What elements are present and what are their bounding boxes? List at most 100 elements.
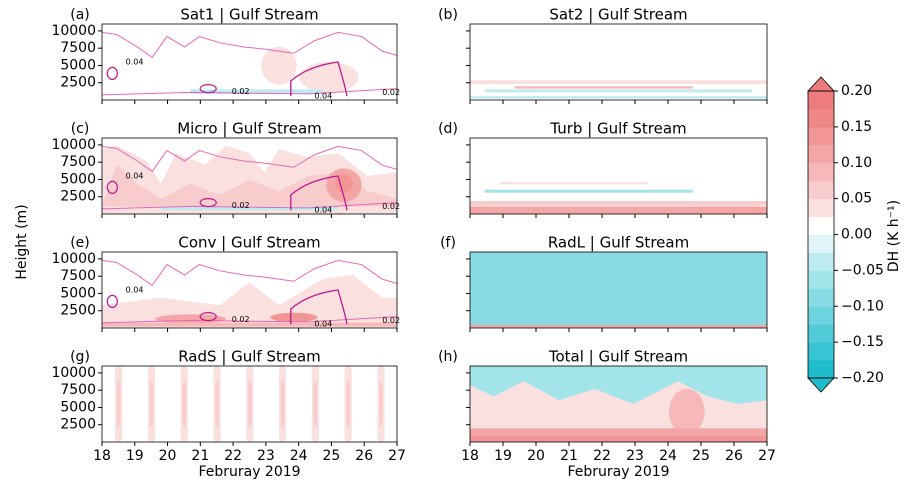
contour-label: 0.02 — [382, 316, 400, 325]
x-tick-label: 27 — [758, 448, 776, 464]
y-tick-label: 2500 — [60, 189, 96, 205]
x-tick-label: 26 — [355, 448, 373, 464]
colorbar-band — [808, 91, 834, 110]
panel-title: Turb | Gulf Stream — [549, 120, 686, 138]
panel-title: Sat1 | Gulf Stream — [180, 6, 318, 24]
contour-line — [290, 61, 348, 97]
field — [470, 252, 767, 328]
colorbar-extend — [807, 76, 835, 92]
colorbar-band — [808, 162, 834, 182]
panel-label: (f) — [440, 235, 456, 251]
colorbar-band — [808, 306, 834, 325]
y-tick-label: 5000 — [60, 399, 96, 415]
colorbar-band — [808, 360, 834, 379]
field-area — [102, 274, 397, 328]
panel-title: Total | Gulf Stream — [548, 348, 688, 366]
y-tick-label: 7500 — [60, 382, 96, 398]
colorbar-tick-label: 0.20 — [841, 83, 872, 99]
field-area — [470, 201, 767, 206]
axes-frame — [101, 137, 398, 215]
x-tick-label: 20 — [159, 448, 177, 464]
contour-label: 0.02 — [382, 202, 400, 211]
y-tick-label: 7500 — [60, 40, 96, 56]
contour-label: 0.02 — [382, 88, 400, 97]
x-tick-label: 22 — [593, 448, 611, 464]
y-tick-label: 2500 — [60, 417, 96, 433]
x-tick-label: 21 — [191, 448, 209, 464]
contour-label: 0.04 — [314, 206, 332, 215]
colorbar-band — [808, 144, 834, 164]
colorbar-extend — [807, 377, 835, 393]
field — [102, 31, 397, 97]
contour-label: 0.04 — [126, 286, 144, 295]
y-tick-label: 5000 — [60, 171, 96, 187]
field-area — [313, 381, 318, 427]
field-area — [668, 388, 705, 435]
contour-label: 0.02 — [232, 201, 250, 210]
field — [470, 182, 767, 214]
field-area — [117, 381, 121, 427]
x-tick-label: 19 — [126, 448, 144, 464]
field — [470, 80, 767, 99]
contour-line — [102, 316, 397, 324]
colorbar-band — [808, 270, 834, 289]
y-tick-label: 10000 — [51, 137, 96, 153]
field-area — [514, 86, 693, 89]
y-tick-label: 10000 — [51, 23, 96, 39]
field — [102, 145, 397, 214]
field-area — [270, 312, 318, 322]
contour-line — [102, 88, 397, 96]
y-tick-label: 10000 — [51, 365, 96, 381]
y-tick-label: 2500 — [60, 303, 96, 319]
y-tick-label: 7500 — [60, 268, 96, 284]
panel: Turb | Gulf Stream (d) — [438, 120, 768, 218]
panel-label: (c) — [71, 121, 90, 137]
colorbar-label: DH (K h⁻¹) — [886, 200, 902, 272]
field-area — [470, 206, 767, 214]
contour-line — [102, 202, 397, 210]
contour-line — [106, 66, 118, 81]
panel-title: RadL | Gulf Stream — [548, 234, 689, 252]
x-tick-label: 21 — [560, 448, 578, 464]
field-area — [248, 381, 252, 427]
colorbar-band — [808, 126, 834, 146]
colorbar-band — [808, 342, 834, 361]
field-area — [161, 206, 338, 211]
axes-frame — [101, 251, 398, 329]
x-tick-label: 24 — [290, 448, 308, 464]
colorbar-band — [808, 288, 834, 307]
panel: RadL | Gulf Stream (f) — [440, 234, 768, 332]
contour-label: 0.04 — [126, 172, 144, 181]
field-area — [379, 381, 383, 427]
panel-title: RadS | Gulf Stream — [178, 348, 321, 366]
panel-title: Conv | Gulf Stream — [178, 234, 320, 252]
colorbar-band — [808, 252, 834, 271]
contour-line — [102, 31, 397, 59]
contour-label: 0.04 — [126, 58, 144, 67]
contour-line — [290, 175, 348, 211]
x-tick-label: 20 — [527, 448, 545, 464]
field-area — [299, 61, 359, 93]
y-tick-label: 10000 — [51, 251, 96, 267]
y-tick-label: 2500 — [60, 75, 96, 91]
contour-label: 0.02 — [232, 315, 250, 324]
x-tick-label: 22 — [224, 448, 242, 464]
x-tick-label: 23 — [626, 448, 644, 464]
colorbar-tick-label: 0.10 — [841, 155, 872, 171]
contour-line — [199, 312, 217, 322]
contour-line — [102, 145, 397, 173]
field-area — [470, 435, 767, 442]
panel-label: (g) — [70, 349, 90, 365]
contour-line — [199, 83, 217, 94]
colorbar-tick-label: 0.15 — [841, 119, 872, 135]
field-area — [484, 189, 693, 193]
field-area — [190, 89, 324, 94]
axes-frame — [101, 365, 398, 443]
field-area — [261, 46, 297, 85]
axes-frame — [469, 23, 768, 101]
x-tick-label: 24 — [659, 448, 677, 464]
